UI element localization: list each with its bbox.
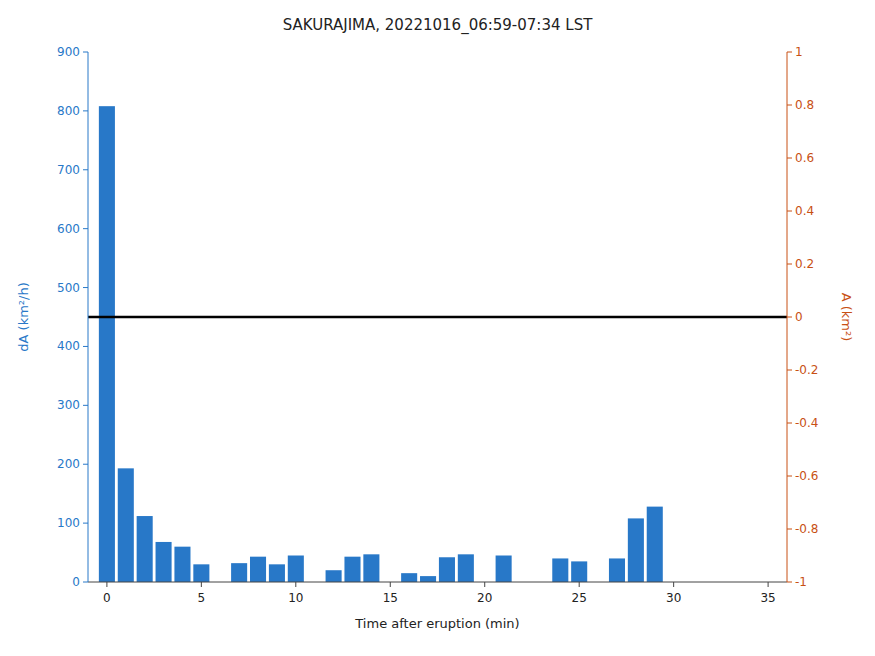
y-tick: [83, 110, 88, 111]
y-tick-label: 500: [57, 281, 80, 295]
y-tick: [83, 52, 88, 53]
y2-tick: [787, 105, 792, 106]
y2-tick-label: -0.8: [795, 522, 818, 536]
x-tick: [768, 582, 769, 587]
bar: [250, 557, 266, 582]
x-tick-label: 15: [383, 591, 398, 605]
x-tick-label: 0: [103, 591, 111, 605]
y2-tick: [787, 52, 792, 53]
x-tick: [390, 582, 391, 587]
y2-tick-label: 0.8: [795, 98, 814, 112]
y2-tick-label: 0: [795, 310, 803, 324]
bar: [628, 518, 644, 582]
y-tick-label: 700: [57, 163, 80, 177]
bar: [439, 557, 455, 582]
chart-svg: 0510152025303501002003004005006007008009…: [0, 0, 875, 656]
y2-tick: [787, 370, 792, 371]
y-tick-label: 400: [57, 339, 80, 353]
y2-tick-label: -0.6: [795, 469, 818, 483]
bar: [647, 507, 663, 582]
bar: [552, 558, 568, 582]
axes: 0510152025303501002003004005006007008009…: [57, 45, 818, 605]
y2-axis-label: A (km²): [839, 293, 854, 342]
title: SAKURAJIMA, 20221016_06:59-07:34 LST: [283, 16, 593, 35]
y-axis-label: dA (km²/h): [16, 282, 31, 351]
x-tick: [673, 582, 674, 587]
y2-tick-label: -0.4: [795, 416, 818, 430]
x-tick-label: 20: [477, 591, 492, 605]
y-tick: [83, 582, 88, 583]
x-tick: [484, 582, 485, 587]
x-tick: [106, 582, 107, 587]
y2-tick: [787, 582, 792, 583]
bar: [288, 556, 304, 583]
x-axis-label: Time after eruption (min): [354, 616, 519, 631]
bar: [193, 564, 209, 582]
bar: [344, 557, 360, 582]
y2-tick-label: 0.6: [795, 151, 814, 165]
x-tick-label: 5: [198, 591, 206, 605]
y-axis-line: [88, 52, 89, 582]
bar: [156, 542, 172, 582]
bar: [571, 561, 587, 582]
y-tick: [83, 405, 88, 406]
bar: [137, 516, 153, 582]
y-tick: [83, 346, 88, 347]
x-tick-label: 10: [288, 591, 303, 605]
y2-tick-label: -0.2: [795, 363, 818, 377]
reference-line-group: [88, 317, 787, 318]
y2-tick: [787, 529, 792, 530]
bar: [496, 556, 512, 583]
bar: [326, 570, 342, 582]
x-tick: [579, 582, 580, 587]
y2-tick-label: 0.2: [795, 257, 814, 271]
y-tick: [83, 464, 88, 465]
bar: [420, 576, 436, 582]
y2-tick-label: -1: [795, 575, 807, 589]
bar: [231, 563, 247, 582]
y-tick: [83, 287, 88, 288]
y2-tick-label: 0.4: [795, 204, 814, 218]
x-tick: [201, 582, 202, 587]
x-tick-label: 25: [572, 591, 587, 605]
y2-tick: [787, 264, 792, 265]
x-tick-label: 30: [666, 591, 681, 605]
y-tick-label: 900: [57, 45, 80, 59]
y-tick-label: 800: [57, 104, 80, 118]
x-axis-line: [88, 582, 787, 583]
reference-line: [88, 316, 787, 319]
bar: [174, 547, 190, 582]
bar: [269, 564, 285, 582]
bars: [99, 106, 663, 582]
y2-tick: [787, 476, 792, 477]
y-tick-label: 600: [57, 222, 80, 236]
chart-container: 0510152025303501002003004005006007008009…: [0, 0, 875, 656]
y-tick-label: 100: [57, 516, 80, 530]
bar: [458, 554, 474, 582]
bar: [99, 106, 115, 582]
y2-tick: [787, 317, 792, 318]
y-tick: [83, 523, 88, 524]
y-tick-label: 0: [72, 575, 80, 589]
bar: [118, 468, 134, 582]
y2-tick: [787, 158, 792, 159]
x-tick: [295, 582, 296, 587]
bar: [363, 554, 379, 582]
y-tick: [83, 228, 88, 229]
y-tick: [83, 169, 88, 170]
y2-tick: [787, 211, 792, 212]
x-tick-label: 35: [760, 591, 775, 605]
y2-tick: [787, 423, 792, 424]
bar: [401, 573, 417, 582]
y-tick-label: 200: [57, 457, 80, 471]
y-tick-label: 300: [57, 398, 80, 412]
bar: [609, 558, 625, 582]
y2-tick-label: 1: [795, 45, 803, 59]
